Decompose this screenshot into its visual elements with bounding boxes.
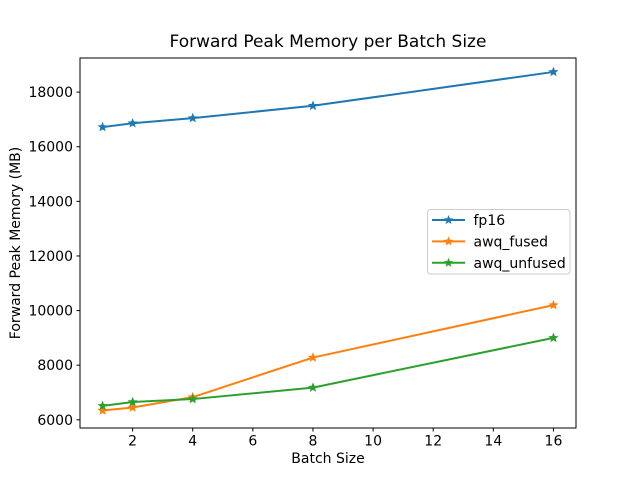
legend-marker-awq_fused — [443, 236, 454, 246]
series-marker-awq_fused — [548, 299, 559, 310]
y-tick-label: 18000 — [28, 85, 73, 101]
legend: fp16 awq_fused awq_unfused — [427, 209, 571, 275]
y-tick-label: 10000 — [28, 304, 73, 320]
legend-marker-fp16 — [443, 215, 454, 225]
series-line-awq_unfused — [101, 336, 555, 407]
x-tick-label: 6 — [248, 434, 257, 450]
y-tick-label: 8000 — [37, 358, 73, 374]
series-marker-fp16 — [548, 66, 559, 77]
y-tick-label: 14000 — [28, 194, 73, 210]
series-marker-awq_fused — [307, 352, 319, 362]
series-marker-awq_fused — [97, 405, 108, 415]
series-marker-fp16 — [307, 100, 319, 111]
series-marker-fp16 — [97, 121, 108, 132]
legend-label-awq_fused: awq_fused — [474, 234, 549, 250]
series-marker-awq_unfused — [97, 400, 108, 411]
x-tick-label: 16 — [545, 434, 563, 450]
y-tick-label: 6000 — [37, 413, 73, 429]
x-tick-label: 4 — [188, 434, 197, 450]
series-marker-awq_unfused — [548, 332, 559, 343]
x-tick-label: 12 — [424, 434, 442, 450]
x-axis-label: Batch Size — [291, 451, 364, 467]
legend-marker-awq_unfused — [443, 257, 454, 267]
legend-frame — [427, 209, 571, 275]
plot-area — [79, 57, 577, 429]
series-marker-awq_unfused — [127, 396, 138, 407]
series-marker-fp16 — [187, 112, 198, 123]
legend-label-awq_unfused: awq_unfused — [474, 256, 566, 272]
series-line-fp16 — [101, 70, 555, 129]
x-tick-label: 14 — [484, 434, 502, 450]
y-tick-label: 12000 — [28, 249, 73, 265]
series-marker-awq_unfused — [187, 393, 198, 404]
y-tick-label: 16000 — [28, 140, 73, 156]
x-tick-label: 10 — [364, 434, 382, 450]
series-marker-awq_unfused — [307, 382, 319, 392]
x-tick-label: 2 — [128, 434, 137, 450]
series-line-awq_fused — [101, 304, 555, 412]
series-marker-fp16 — [127, 117, 138, 128]
legend-label-fp16: fp16 — [474, 213, 506, 229]
x-tick-label: 8 — [309, 434, 318, 450]
y-axis-label: Forward Peak Memory (MB) — [8, 147, 24, 339]
chart-title: Forward Peak Memory per Batch Size — [170, 32, 487, 52]
series-marker-awq_fused — [127, 402, 138, 412]
